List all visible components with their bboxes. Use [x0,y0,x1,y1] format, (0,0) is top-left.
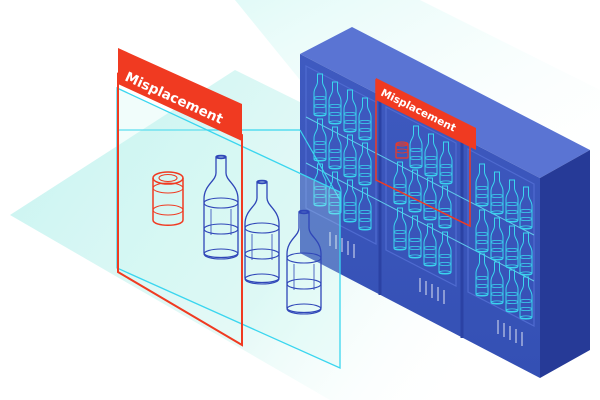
fridge-front [300,54,540,378]
shelf-tag [376,78,476,150]
fridge-top [300,27,590,178]
fridge-vents [329,232,523,346]
misplaced-can-small [395,141,409,159]
refrigerator [300,27,590,378]
front-tag [118,48,242,141]
fridge-side [540,150,590,378]
can-wireframe-icon [152,171,184,226]
